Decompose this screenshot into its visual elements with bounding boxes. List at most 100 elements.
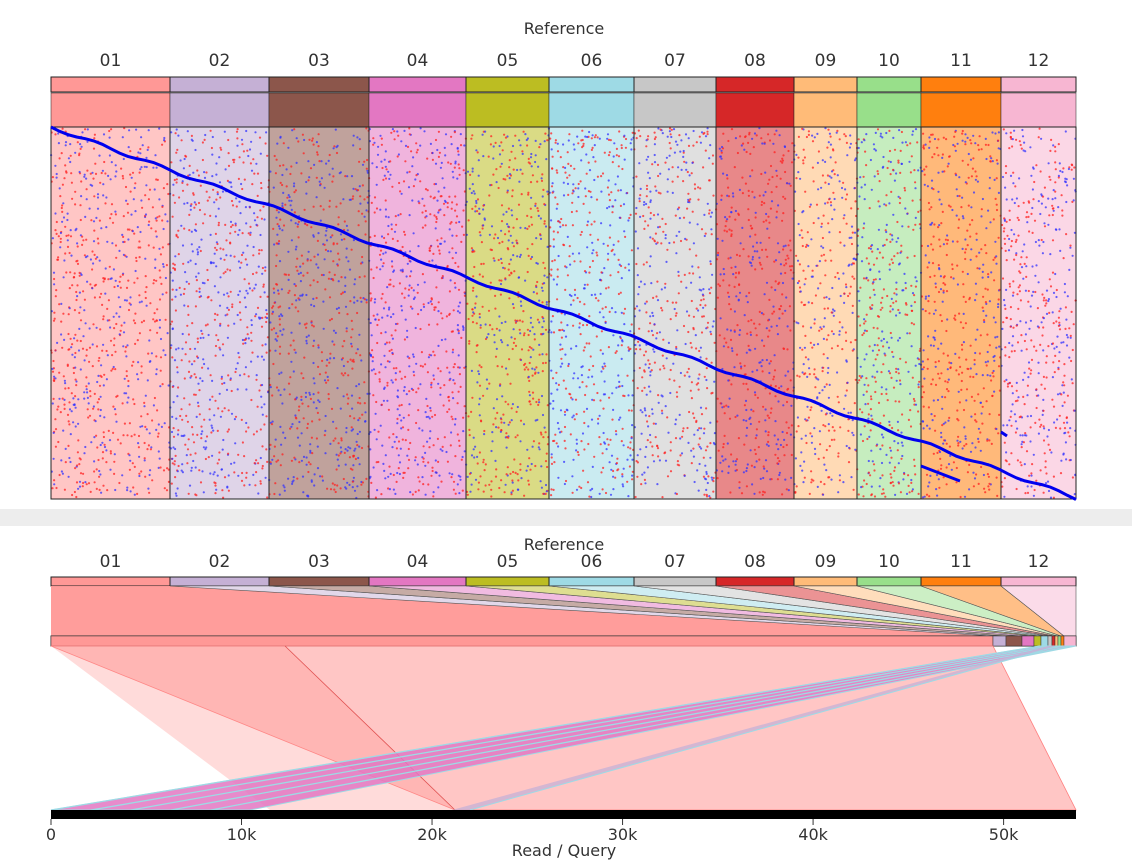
dotplot-dot: [950, 468, 953, 471]
dotplot-dot: [1035, 349, 1038, 352]
dotplot-dot: [531, 445, 534, 448]
dotplot-dot: [391, 237, 394, 240]
dotplot-dot: [751, 258, 754, 261]
dotplot-dot: [379, 424, 382, 427]
dotplot-dot: [667, 341, 671, 344]
dotplot-dot: [1029, 372, 1032, 375]
dotplot-reference-title: Reference: [524, 19, 605, 38]
dotplot-dot: [377, 145, 380, 148]
dotplot-dot: [676, 175, 679, 178]
dotplot-dot: [313, 163, 316, 166]
dotplot-dot: [427, 356, 430, 359]
dotplot-dot: [437, 130, 440, 133]
dotplot-dot: [335, 453, 338, 456]
dotplot-dot: [1036, 325, 1039, 328]
dotplot-dot: [318, 160, 321, 163]
dotplot-dot: [677, 274, 680, 277]
dotplot-dot: [177, 386, 180, 389]
dotplot-dot: [676, 208, 680, 211]
dotplot-dot: [200, 425, 203, 428]
dotplot-dot: [192, 171, 195, 174]
dotplot-dot: [364, 420, 367, 423]
dotplot-dot: [538, 401, 541, 404]
dotplot-dot: [965, 399, 968, 402]
dotplot-dot: [888, 420, 891, 423]
dotplot-dot: [1022, 201, 1025, 204]
dotplot-dot: [871, 375, 874, 378]
dotplot-dot: [597, 417, 600, 420]
dotplot-dot: [723, 337, 726, 340]
dotplot-dot: [184, 443, 187, 446]
dotplot-dot: [93, 296, 96, 299]
dotplot-dot: [897, 161, 900, 164]
dotplot-dot: [1045, 472, 1048, 475]
dotplot-dot: [282, 224, 286, 227]
dotplot-dot: [145, 156, 148, 159]
dotplot-dot: [615, 433, 618, 436]
dotplot-dot: [118, 315, 121, 318]
dotplot-dot: [576, 451, 580, 454]
dotplot-dot: [80, 145, 83, 148]
dotplot-dot: [538, 343, 541, 346]
dotplot-dot: [197, 272, 200, 275]
dotplot-dot: [160, 282, 163, 285]
dotplot-dot: [272, 227, 275, 230]
dotplot-dot: [551, 377, 555, 380]
dotplot-dot: [320, 351, 323, 354]
dotplot-dot: [57, 256, 60, 259]
dotplot-dot: [635, 348, 638, 351]
dotplot-dot: [110, 128, 113, 131]
dotplot-dot: [926, 185, 930, 188]
dotplot-dot: [1027, 215, 1030, 218]
dotplot-dot: [468, 340, 471, 343]
dotplot-dot: [389, 315, 393, 319]
dotplot-dot: [490, 495, 493, 498]
dotplot-dot: [273, 445, 276, 448]
dotplot-dot: [273, 243, 276, 246]
dotplot-dot: [348, 483, 351, 486]
dotplot-dot: [686, 426, 689, 430]
dotplot-dot: [833, 208, 836, 211]
dotplot-dot: [667, 431, 670, 434]
dotplot-dot: [726, 442, 729, 445]
dotplot-dot: [221, 489, 224, 492]
dotplot-dot: [166, 332, 169, 335]
dotplot-dot: [867, 262, 871, 265]
dotplot-dot: [529, 468, 532, 471]
dotplot-dot: [237, 177, 240, 180]
dotplot-dot: [417, 409, 420, 412]
dotplot-dot: [1054, 197, 1057, 200]
dotplot-dot: [737, 213, 741, 216]
dotplot-dot: [833, 197, 836, 201]
dotplot-dot: [178, 196, 181, 199]
dotplot-dot: [365, 477, 368, 480]
dotplot-dot: [248, 483, 251, 486]
dotplot-dot: [1063, 291, 1066, 294]
dotplot-dot: [801, 127, 804, 130]
dotplot-dot: [293, 128, 296, 131]
dotplot-dot: [560, 357, 563, 360]
dotplot-dot: [527, 349, 530, 352]
dotplot-dot: [222, 496, 225, 499]
dotplot-dot: [250, 339, 253, 342]
dotplot-dot: [1034, 274, 1037, 277]
dotplot-dot: [257, 492, 260, 495]
dotplot-dot: [234, 415, 238, 418]
dotplot-dot: [130, 176, 133, 179]
dotplot-dot: [209, 129, 212, 132]
dotplot-dot: [498, 486, 501, 490]
dotplot-dot: [282, 484, 285, 487]
dotplot-dot: [789, 329, 792, 332]
dotplot-dot: [463, 366, 466, 369]
dotplot-dot: [107, 278, 110, 281]
dotplot-dot: [942, 276, 946, 279]
dotplot-dot: [707, 475, 710, 478]
dotplot-dot: [1050, 451, 1053, 454]
dotplot-dot: [85, 348, 88, 351]
dotplot-dot: [123, 422, 126, 425]
dotplot-dot: [256, 194, 259, 197]
dotplot-dot: [695, 383, 698, 386]
dotplot-dot: [1010, 350, 1013, 353]
dotplot-dot: [972, 134, 975, 137]
dotplot-dot: [1010, 410, 1013, 413]
